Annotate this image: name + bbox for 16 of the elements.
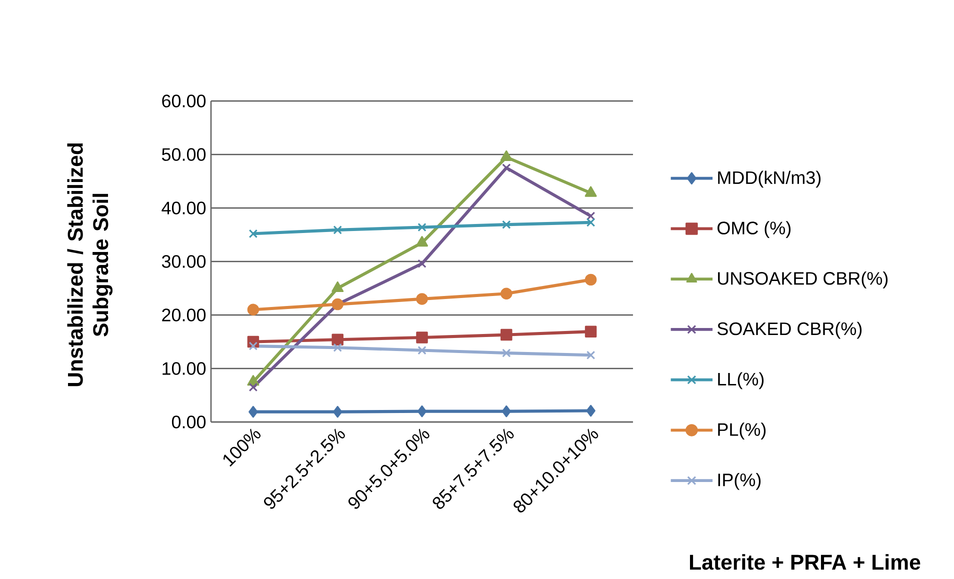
y-tick-label: 0.00 — [172, 416, 206, 428]
legend-label: MDD(kN/m3) — [718, 170, 821, 188]
y-tick-label: 50.00 — [162, 148, 206, 161]
y-tick-label: 30.00 — [162, 255, 206, 268]
y-tick-label: 40.00 — [162, 202, 206, 214]
legend-label: SOAKED CBR(%) — [717, 322, 862, 339]
y-axis-title: Unstabilized / Stabilized Subgrade Soil — [67, 143, 113, 386]
legend-label: UNSOAKED CBR(%) — [718, 272, 888, 288]
x-axis-title: Laterite + PRFA + Lime — [690, 554, 920, 570]
y-tick-label: 60.00 — [162, 94, 206, 108]
legend-label: PL(%) — [718, 422, 766, 440]
y-tick-label: 10.00 — [162, 362, 206, 375]
legend-label: IP(%) — [718, 473, 761, 490]
y-tick-label: 20.00 — [162, 308, 206, 322]
legend-label: LL(%) — [718, 372, 764, 390]
legend-label: OMC (%) — [718, 221, 791, 238]
